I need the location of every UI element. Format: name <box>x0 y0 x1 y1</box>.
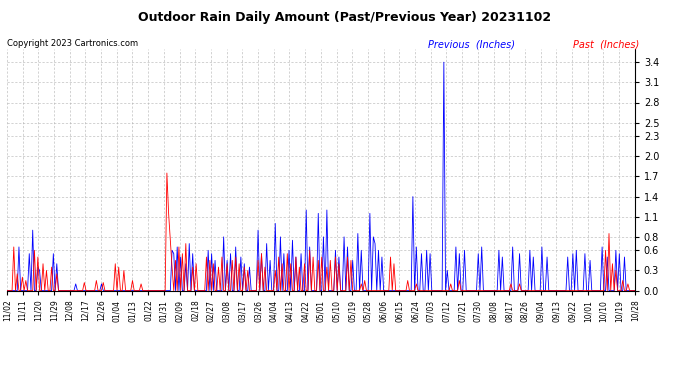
Text: Outdoor Rain Daily Amount (Past/Previous Year) 20231102: Outdoor Rain Daily Amount (Past/Previous… <box>139 11 551 24</box>
Text: Past  (Inches): Past (Inches) <box>573 39 639 50</box>
Text: Copyright 2023 Cartronics.com: Copyright 2023 Cartronics.com <box>7 39 138 48</box>
Text: Previous  (Inches): Previous (Inches) <box>428 39 515 50</box>
